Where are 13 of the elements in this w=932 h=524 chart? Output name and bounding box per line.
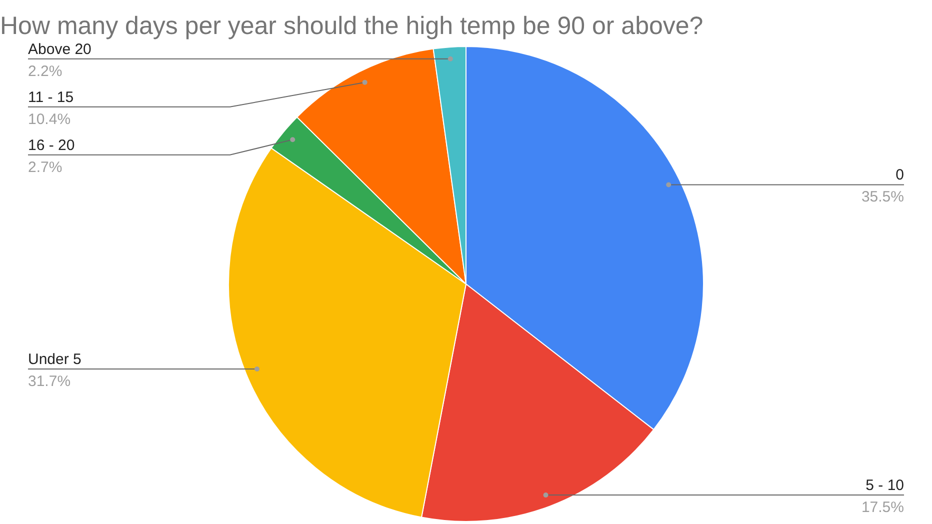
slice-label: 5 - 10 (866, 477, 904, 494)
slice-label: Under 5 (28, 351, 82, 368)
slice-label: 16 - 20 (28, 136, 75, 154)
data-label: 10.4% (28, 110, 71, 128)
data-label: 35.5% (861, 188, 904, 206)
slice-label: 11 - 15 (28, 88, 74, 106)
chart-title: How many days per year should the high temp be 90 or above? (0, 12, 704, 40)
slice-label: Above 20 (28, 40, 92, 58)
data-label: 2.7% (28, 158, 62, 176)
data-label: 17.5% (861, 499, 904, 516)
data-label: 31.7% (28, 373, 71, 390)
data-label: 2.2% (28, 62, 62, 80)
slice-label: 0 (896, 166, 904, 184)
